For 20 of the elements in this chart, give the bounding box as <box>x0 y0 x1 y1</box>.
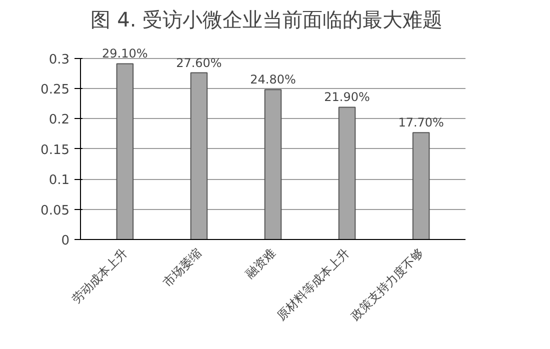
bar <box>116 63 134 240</box>
y-tick-label: 0.3 <box>48 52 70 68</box>
x-tick-label: 市场萎缩 <box>160 246 204 290</box>
data-label: 21.90% <box>324 90 370 104</box>
y-tick-label: 0.25 <box>40 82 70 98</box>
data-label: 29.10% <box>102 46 148 61</box>
data-label: 27.60% <box>176 56 222 70</box>
bar <box>412 132 430 240</box>
y-tick-label: 0.05 <box>40 203 70 218</box>
data-label: 24.80% <box>250 72 296 87</box>
x-tick-label: 劳动成本上升 <box>69 246 130 306</box>
y-tick-label: 0 <box>61 234 70 248</box>
y-tick-label: 0.1 <box>48 173 70 188</box>
chart-title: 图 4. 受访小微企业当前面临的最大难题 <box>90 8 443 32</box>
data-label: 17.70% <box>398 116 444 130</box>
y-tick-label: 0.15 <box>40 142 70 158</box>
y-tick-label: 0.2 <box>48 112 70 128</box>
bar <box>338 106 356 240</box>
bar <box>190 72 208 240</box>
bar <box>264 89 282 240</box>
